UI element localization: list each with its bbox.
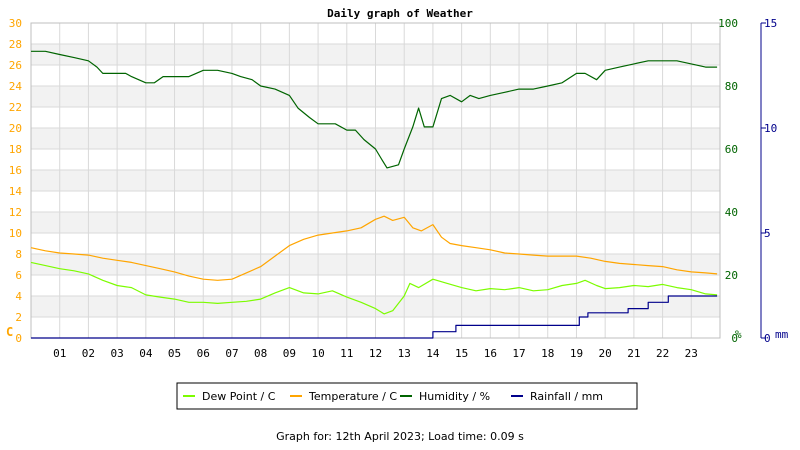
x-tick-label: 18: [541, 347, 554, 360]
x-tick-label: 10: [311, 347, 324, 360]
y-tick-label-rain: 15: [764, 17, 777, 30]
chart-svg: Daily graph of Weather 02468101214161820…: [6, 7, 789, 410]
y-tick-label-left: 26: [9, 59, 22, 72]
y-tick-label-humidity: 80: [725, 80, 738, 93]
legend-label-dew-point: Dew Point / C: [202, 390, 276, 403]
x-tick-label: 11: [340, 347, 353, 360]
y-tick-label-left: 16: [9, 164, 22, 177]
footer-load-label: ; Load time:: [420, 430, 487, 443]
plot-grid: [30, 22, 721, 339]
legend-label-rainfall: Rainfall / mm: [530, 390, 603, 403]
x-tick-label: 13: [398, 347, 411, 360]
x-tick-label: 01: [53, 347, 66, 360]
footer-date: 12th April 2023: [335, 430, 421, 443]
x-tick-label: 21: [627, 347, 640, 360]
x-tick-label: 03: [111, 347, 124, 360]
y-tick-label-rain: 0: [764, 332, 771, 345]
y-tick-label-left: 20: [9, 122, 22, 135]
x-tick-label: 23: [685, 347, 698, 360]
x-tick-label: 06: [197, 347, 210, 360]
humidity-axis-unit: %: [735, 328, 742, 341]
legend: Dew Point / C Temperature / C Humidity / %…: [176, 382, 638, 410]
y-tick-label-rain: 10: [764, 122, 777, 135]
y-tick-label-left: 12: [9, 206, 22, 219]
x-tick-label: 19: [570, 347, 583, 360]
series-line-humidity: [31, 50, 718, 169]
y-tick-label-humidity: 100: [718, 17, 738, 30]
chart-title: Daily graph of Weather: [327, 7, 473, 20]
y-tick-label-left: 4: [15, 290, 22, 303]
footer-load-value: 0.09 s: [490, 430, 524, 443]
y-tick-label-left: 28: [9, 38, 22, 51]
x-tick-label: 16: [484, 347, 497, 360]
rain-axis-unit: mm: [775, 328, 789, 341]
series-layer: [30, 50, 718, 339]
footer-status: Graph for: 12th April 2023; Load time: 0…: [0, 430, 800, 443]
x-tick-label: 07: [225, 347, 238, 360]
x-tick-label: 15: [455, 347, 468, 360]
legend-label-temperature: Temperature / C: [308, 390, 397, 403]
y-tick-label-rain: 5: [764, 227, 771, 240]
x-tick-label: 08: [254, 347, 267, 360]
x-tick-label: 17: [512, 347, 525, 360]
series-line-dew-point: [30, 261, 718, 315]
y-tick-label-humidity: 40: [725, 206, 738, 219]
x-tick-label: 09: [283, 347, 296, 360]
y-tick-label-left: 10: [9, 227, 22, 240]
left-axis-unit: C: [6, 325, 13, 339]
y-tick-label-left: 14: [9, 185, 23, 198]
legend-label-humidity: Humidity / %: [419, 390, 490, 403]
y-tick-label-left: 18: [9, 143, 22, 156]
x-tick-label: 22: [656, 347, 669, 360]
y-tick-label-left: 2: [15, 311, 22, 324]
y-tick-label-left: 8: [15, 248, 22, 261]
y-tick-label-humidity: 20: [725, 269, 738, 282]
y-tick-label-left: 6: [15, 269, 22, 282]
y-tick-label-left: 24: [9, 80, 23, 93]
x-tick-label: 12: [369, 347, 382, 360]
x-tick-label: 02: [82, 347, 95, 360]
y-tick-label-humidity: 60: [725, 143, 738, 156]
x-tick-label: 14: [426, 347, 440, 360]
y-tick-label-left: 0: [15, 332, 22, 345]
y-tick-label-left: 22: [9, 101, 22, 114]
x-tick-label: 04: [139, 347, 153, 360]
y-tick-label-left: 30: [9, 17, 22, 30]
x-tick-label: 05: [168, 347, 181, 360]
x-tick-label: 20: [599, 347, 612, 360]
series-line-temperature: [30, 215, 718, 281]
footer-prefix: Graph for:: [276, 430, 333, 443]
series-line-rainfall: [31, 295, 718, 339]
y-tick-label-humidity: 0: [731, 332, 738, 345]
